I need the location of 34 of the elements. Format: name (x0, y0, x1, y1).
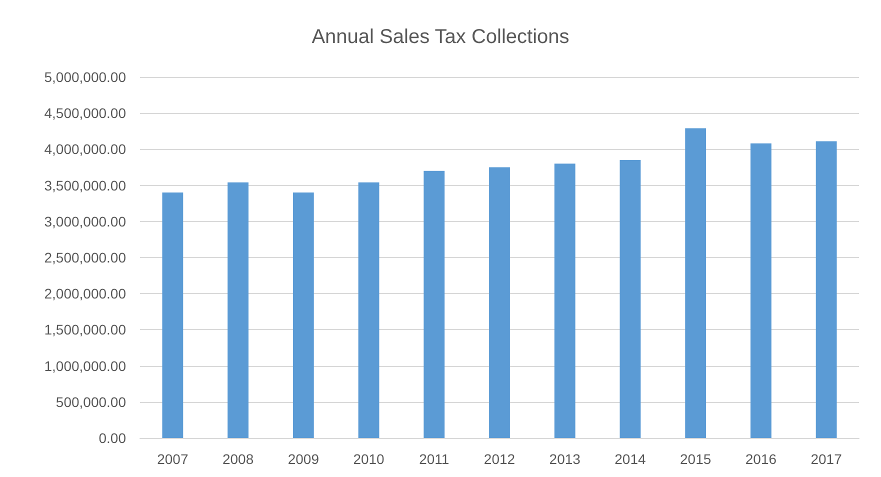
bar (750, 143, 772, 438)
y-tick-label: 1,000,000.00 (44, 358, 126, 374)
y-tick-label: 0.00 (98, 430, 126, 446)
chart-title: Annual Sales Tax Collections (312, 26, 570, 48)
x-tick-label: 2017 (810, 451, 842, 467)
x-tick-label: 2012 (484, 451, 516, 467)
bar (424, 170, 445, 438)
y-tick-label: 1,500,000.00 (44, 322, 126, 338)
y-tick-label: 3,500,000.00 (44, 177, 126, 194)
x-tick-label: 2010 (353, 451, 385, 467)
bar (292, 192, 314, 438)
bar (162, 192, 184, 438)
x-tick-label: 2011 (419, 451, 450, 467)
y-tick-label: 4,500,000.00 (44, 105, 126, 122)
bar (358, 182, 380, 438)
y-tick-label: 5,000,000.00 (44, 69, 126, 85)
y-tick-label: 2,500,000.00 (44, 250, 126, 266)
x-tick-label: 2008 (222, 451, 254, 467)
bar (620, 160, 641, 438)
x-tick-label: 2009 (288, 451, 320, 467)
x-tick-label: 2014 (614, 451, 646, 467)
bar (554, 164, 576, 438)
x-tick-label: 2013 (549, 451, 581, 467)
x-tick-label: 2016 (745, 451, 777, 467)
x-tick-label: 2007 (157, 451, 188, 467)
bar (489, 167, 510, 438)
y-tick-label: 500,000.00 (56, 394, 126, 410)
y-tick-label: 2,000,000.00 (44, 286, 126, 302)
bar (816, 141, 837, 438)
y-tick-label: 3,000,000.00 (44, 213, 126, 230)
bar (685, 128, 706, 438)
y-tick-label: 4,000,000.00 (44, 141, 126, 158)
bar (228, 182, 249, 438)
x-tick-label: 2015 (680, 451, 712, 467)
